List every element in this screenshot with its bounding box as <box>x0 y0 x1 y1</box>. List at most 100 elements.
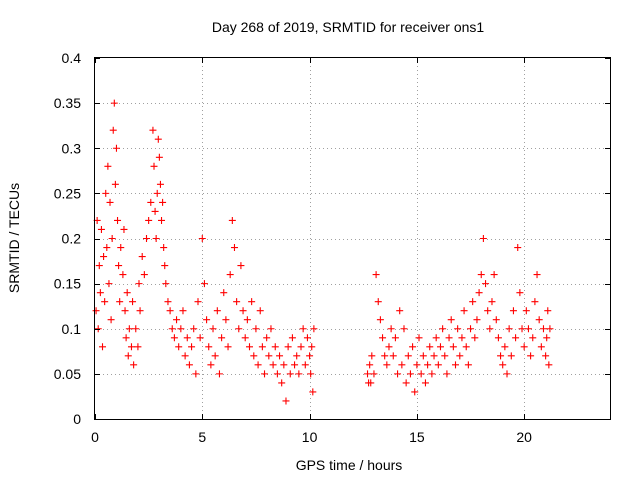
data-point <box>539 325 547 333</box>
y-axis: 0 0.05 0.1 0.15 0.2 0.25 0.3 0.35 0.4 <box>54 50 610 427</box>
data-point <box>490 271 498 279</box>
data-point <box>198 235 206 242</box>
data-point <box>276 352 284 360</box>
data-point <box>261 370 269 378</box>
data-point <box>170 334 178 342</box>
data-point <box>310 325 318 333</box>
data-point <box>402 379 410 387</box>
y-tick-label: 0.25 <box>54 185 81 201</box>
data-point <box>424 361 432 369</box>
data-point <box>248 298 256 306</box>
data-point <box>499 361 507 369</box>
data-point <box>411 388 419 396</box>
data-point <box>267 325 275 333</box>
data-point <box>501 343 509 351</box>
x-tick-label: 20 <box>516 429 532 445</box>
data-point <box>256 307 264 315</box>
data-point <box>454 325 462 333</box>
data-point <box>387 325 395 333</box>
data-point <box>183 334 191 342</box>
data-point <box>99 343 107 351</box>
data-point <box>116 298 124 306</box>
data-point <box>400 325 408 333</box>
data-point <box>406 370 414 378</box>
data-point <box>235 325 243 333</box>
data-point <box>443 370 451 378</box>
data-point <box>173 316 181 324</box>
data-point <box>107 316 115 324</box>
data-point <box>544 307 552 315</box>
data-point <box>224 343 232 351</box>
data-point <box>428 370 436 378</box>
data-point <box>522 307 530 315</box>
data-point <box>509 307 517 315</box>
data-point <box>203 316 211 324</box>
data-point <box>155 153 163 161</box>
data-point <box>230 244 238 252</box>
data-point <box>469 298 477 306</box>
data-point <box>132 325 140 333</box>
data-point <box>200 280 208 288</box>
data-point <box>462 343 470 351</box>
data-point <box>398 361 406 369</box>
data-point <box>286 370 294 378</box>
data-point <box>372 271 380 279</box>
data-point <box>477 271 485 279</box>
data-point <box>188 343 196 351</box>
data-point <box>134 343 142 351</box>
data-point <box>154 135 162 143</box>
data-point <box>543 334 551 342</box>
data-point <box>297 343 305 351</box>
y-axis-title: SRMTID / TECUs <box>6 183 22 293</box>
data-point <box>396 307 404 315</box>
data-point <box>233 298 241 306</box>
data-point <box>129 298 137 306</box>
data-point <box>503 370 511 378</box>
data-point <box>288 334 296 342</box>
data-point <box>246 343 253 351</box>
x-axis: 0 5 10 15 20 <box>91 58 532 445</box>
data-point <box>364 370 372 378</box>
data-point <box>280 361 288 369</box>
data-point <box>394 370 402 378</box>
data-point <box>168 325 176 333</box>
data-point <box>150 162 158 170</box>
data-point <box>138 253 146 261</box>
data-point <box>215 370 223 378</box>
data-point <box>115 262 123 270</box>
data-point <box>460 307 468 315</box>
data-point <box>164 298 172 306</box>
data-point <box>473 316 481 324</box>
x-axis-title: GPS time / hours <box>296 457 403 473</box>
data-point <box>366 361 374 369</box>
data-point <box>125 325 133 333</box>
data-point <box>108 235 116 242</box>
data-point <box>97 225 105 233</box>
data-point <box>295 370 303 378</box>
data-point <box>95 262 103 270</box>
data-point <box>512 334 520 342</box>
data-point <box>156 180 164 188</box>
data-point <box>482 280 490 288</box>
y-tick-label: 0.2 <box>62 231 82 247</box>
data-point <box>96 289 104 297</box>
x-tick-label: 15 <box>409 429 425 445</box>
data-point <box>241 334 249 342</box>
data-point <box>430 352 438 360</box>
data-point <box>389 352 397 360</box>
data-point <box>308 343 316 351</box>
data-point <box>299 325 307 333</box>
data-point <box>381 352 389 360</box>
data-point <box>159 198 167 206</box>
data-point <box>367 379 375 387</box>
y-tick-label: 0.4 <box>62 50 82 66</box>
data-point <box>494 334 502 342</box>
data-point <box>271 343 279 351</box>
data-point <box>222 316 230 324</box>
data-point <box>527 352 535 360</box>
data-point <box>145 216 153 224</box>
data-point <box>263 334 271 342</box>
data-point <box>531 298 539 306</box>
data-point <box>158 216 166 224</box>
